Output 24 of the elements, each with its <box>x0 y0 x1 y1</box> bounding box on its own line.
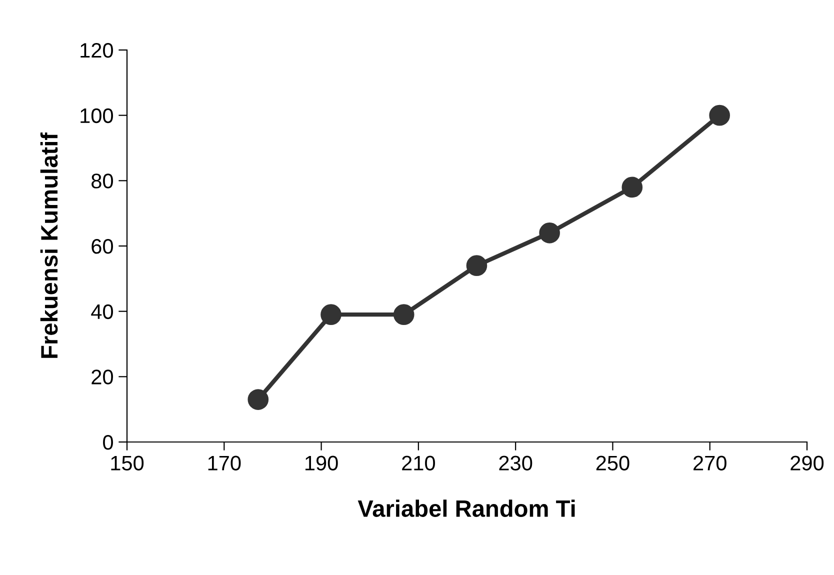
x-tick-label: 270 <box>694 456 726 470</box>
point <box>248 389 269 410</box>
y-tick-label: 100 <box>80 108 113 124</box>
y-tick-label: 0 <box>103 435 113 450</box>
point <box>393 304 414 326</box>
point <box>466 255 488 276</box>
x-axis-title: Variabel Random Ti <box>358 500 575 517</box>
x-tick-label: 150 <box>111 456 144 470</box>
x-tick-label: 290 <box>790 456 824 470</box>
point <box>320 304 342 326</box>
point <box>622 176 643 198</box>
y-tick-label: 120 <box>80 43 113 58</box>
point <box>539 222 560 244</box>
x-tick-label: 170 <box>208 456 241 470</box>
x-tick-label: 250 <box>596 456 630 470</box>
y-tick-label: 60 <box>92 239 113 254</box>
x-tick-label: 230 <box>499 456 532 470</box>
x-tick-label: 210 <box>402 456 435 470</box>
y-axis-title: Frekuensi Kumulatif <box>40 132 58 358</box>
x-tick-label: 190 <box>305 456 338 470</box>
point <box>709 104 730 126</box>
y-tick-label: 20 <box>92 370 113 384</box>
y-tick-label: 80 <box>92 174 113 188</box>
y-tick-label: 40 <box>91 304 113 320</box>
